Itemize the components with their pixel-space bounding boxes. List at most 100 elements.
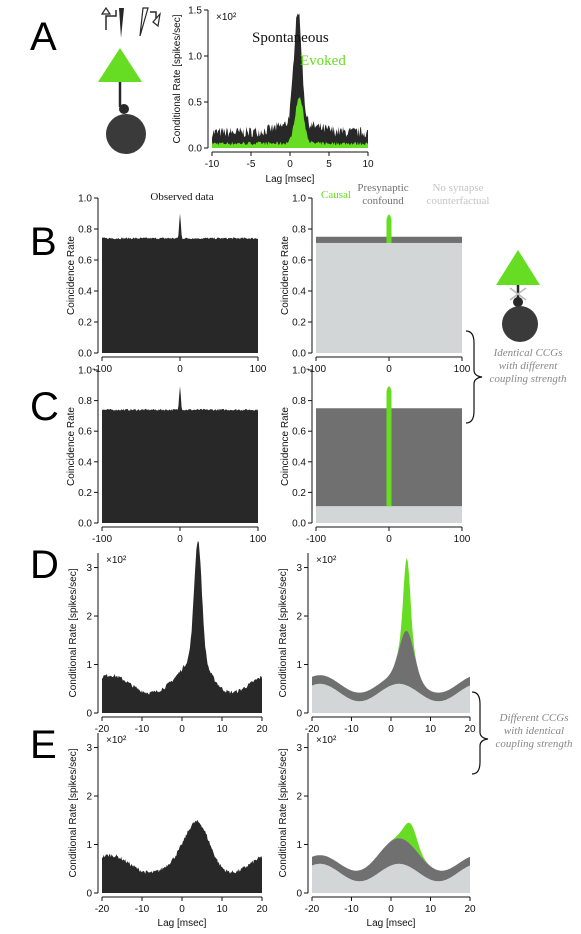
y-tick-label: 0.6 (292, 427, 306, 438)
legend-spontaneous: Spontaneous (252, 30, 329, 46)
x-tick-label: -5 (247, 159, 256, 170)
y-axis-label: Coincidence Rate (66, 236, 77, 315)
x-tick-label: 0 (177, 534, 183, 545)
x-tick-label: -10 (135, 904, 150, 915)
observed-area (102, 540, 262, 713)
y-tick-label: 0.2 (292, 488, 306, 499)
counterfactual-area (312, 863, 470, 893)
brace-de (471, 691, 489, 775)
postsynaptic-neuron-icon (502, 306, 538, 342)
axes-D-observed: -20 -10 0 10 20 0 1 2 3 Conditional Rate [spikes/… (68, 553, 268, 735)
x-tick-label: 10 (362, 159, 374, 170)
neuron-schematic-a (98, 6, 161, 154)
y-tick-label: 0 (86, 889, 92, 900)
y-tick-label: 1.5 (188, 6, 202, 17)
observed-area (102, 213, 258, 353)
x-tick-label: 0 (179, 904, 185, 915)
y-tick-label: 0.4 (292, 287, 306, 298)
cut-mark-icon (509, 287, 527, 301)
y-axis-label: Coincidence Rate (66, 407, 77, 486)
counterfactual-area (316, 242, 462, 353)
x-tick-label: -20 (95, 904, 110, 915)
legend-no-synapse-counterfactual: No synapse counterfactual (427, 182, 490, 207)
axes-B-observed: -100 0 100 0.0 0.2 0.4 0.6 0.8 1.0 Coincidence Ra… (66, 194, 267, 376)
x-axis-label: Lag [msec] (158, 918, 207, 929)
y-tick-label: 0 (86, 709, 92, 720)
y-tick-label: 0.0 (292, 519, 306, 530)
x-tick-label: -100 (306, 534, 326, 545)
panel-label-d: D (30, 543, 59, 587)
annotation-identical-ccgs: Identical CCGs with different coupling str… (490, 347, 567, 385)
y-tick-label: 1 (86, 660, 92, 671)
x-tick-label: 0 (287, 159, 293, 170)
brace-bc (465, 330, 483, 424)
x-tick-label: 20 (256, 724, 268, 735)
stimulation-arrow-icon (152, 12, 161, 28)
y-tick-label: 2 (296, 792, 302, 803)
x-tick-label: -100 (92, 534, 112, 545)
y-tick-label: 0.0 (188, 144, 202, 155)
axes-C-decomposition: -100 0 100 0.0 0.2 0.4 0.6 0.8 1.0 Coincidence Ra… (280, 366, 471, 546)
y-tick-label: 0 (296, 889, 302, 900)
y-tick-label: 3 (296, 563, 302, 574)
x-tick-label: 0 (386, 364, 392, 375)
y-tick-label: 0.6 (78, 256, 92, 267)
y-tick-label: 2 (86, 612, 92, 623)
axes-E-observed: -20 -10 0 10 20 0 1 2 3 Conditional Rate [spikes/… (68, 733, 268, 929)
x-tick-label: 100 (250, 534, 267, 545)
x-tick-label: 5 (326, 159, 332, 170)
annotation-different-ccgs: Different CCGs with identical coupling str… (496, 712, 573, 750)
counterfactual-area (316, 506, 462, 523)
observed-area (102, 386, 258, 523)
y-tick-label: 1 (86, 840, 92, 851)
recording-electrode-icon (119, 8, 124, 38)
y-tick-label: 0.4 (292, 457, 306, 468)
x-tick-label: 10 (425, 904, 437, 915)
y-tick-label: 0.2 (292, 318, 306, 329)
y-tick-label: 0.8 (78, 396, 92, 407)
y-tick-label: 1 (296, 840, 302, 851)
x-axis-label: Lag [msec] (367, 918, 416, 929)
y-tick-label: 0.2 (78, 488, 92, 499)
panel-label-a: A (30, 15, 57, 59)
causal-area (386, 386, 392, 507)
recording-wire (105, 10, 117, 30)
causal-area (386, 214, 392, 243)
x-tick-label: -10 (344, 724, 359, 735)
y-axis-label: Conditional Rate [spikes/sec] (68, 748, 79, 877)
y-tick-label: 3 (296, 743, 302, 754)
synapse-icon (513, 297, 523, 307)
y-tick-label: 1.0 (78, 194, 92, 205)
x-tick-label: 0 (386, 534, 392, 545)
x-tick-label: 20 (256, 904, 268, 915)
pyramidal-neuron-icon (98, 48, 142, 82)
y-tick-label: 0.0 (78, 349, 92, 360)
stimulation-electrode-icon (139, 7, 149, 37)
x-tick-label: -10 (205, 159, 220, 170)
synapse-icon (119, 104, 129, 114)
axes-A: -10 -5 0 5 10 0.0 0.5 1.0 1.5 Conditional Rate [s… (172, 6, 374, 186)
axis-scale-note: ×10² (106, 735, 127, 746)
pyramidal-neuron-icon (496, 250, 540, 285)
recording-arrow-icon (100, 6, 112, 15)
axis-scale-note: ×10² (316, 555, 337, 566)
y-tick-label: 0.6 (78, 427, 92, 438)
x-tick-label: 10 (425, 724, 437, 735)
y-tick-label: 0.6 (292, 256, 306, 267)
y-tick-label: 0.0 (78, 519, 92, 530)
panel-label-b: B (30, 220, 57, 264)
panel-label-c: C (30, 385, 59, 429)
legend-evoked: Evoked (300, 53, 346, 69)
spontaneous-area (212, 13, 368, 148)
y-tick-label: 1.0 (188, 52, 202, 63)
axes-C-observed: -100 0 100 0.0 0.2 0.4 0.6 0.8 1.0 Coincidence Ra… (66, 366, 267, 546)
x-tick-label: 0 (179, 724, 185, 735)
y-tick-label: 3 (86, 563, 92, 574)
confound-area (312, 630, 470, 702)
axes-E-decomposition: -20 -10 0 10 20 0 1 2 3 Conditional Rate [spikes/… (278, 733, 476, 929)
y-tick-label: 0.4 (78, 457, 92, 468)
y-axis-label: Conditional Rate [spikes/sec] (278, 568, 289, 697)
y-tick-label: 0.8 (292, 396, 306, 407)
